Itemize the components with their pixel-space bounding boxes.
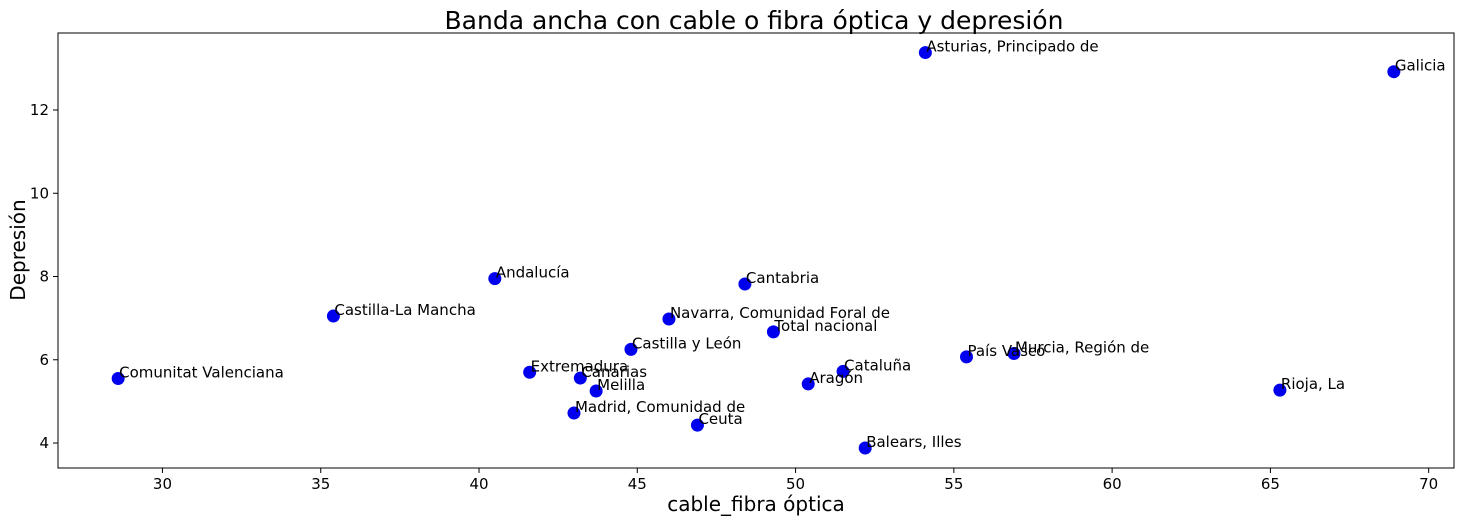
point-label: Rioja, La [1281, 375, 1345, 393]
point-label: Canarias [581, 363, 647, 381]
x-tick-label: 45 [628, 475, 647, 493]
data-point [589, 384, 603, 398]
data-point [1007, 347, 1021, 361]
data-point [326, 309, 340, 323]
point-label: Castilla-La Mancha [334, 301, 475, 319]
point-label: Andalucía [496, 264, 570, 282]
data-point [836, 364, 850, 378]
data-point [1273, 383, 1287, 397]
y-axis: 4 6 8 10 12 [30, 101, 58, 452]
point-label: Melilla [597, 376, 645, 394]
point-label: Extremadura [531, 357, 629, 375]
point-label: Navarra, Comunidad Foral de [670, 304, 890, 322]
data-point [573, 371, 587, 385]
point-label: Murcia, Región de [1015, 339, 1149, 357]
y-tick-label: 4 [39, 434, 49, 452]
data-point [662, 312, 676, 326]
data-point [918, 46, 932, 60]
x-tick-label: 40 [469, 475, 488, 493]
y-axis-label: Depresión [6, 199, 30, 300]
data-point [690, 418, 704, 432]
point-label: Balears, Illes [866, 433, 962, 451]
y-tick-label: 10 [30, 184, 49, 202]
point-label: Cantabria [746, 269, 819, 287]
x-tick-label: 50 [786, 475, 805, 493]
data-point [738, 277, 752, 291]
data-point [766, 325, 780, 339]
point-label: País Vasco [968, 342, 1046, 360]
point-label: Aragón [809, 369, 863, 387]
y-tick-label: 12 [30, 101, 49, 119]
point-label: Castilla y León [632, 334, 741, 352]
data-point [1387, 65, 1401, 79]
chart-title: Banda ancha con cable o fibra óptica y d… [445, 6, 1064, 35]
x-axis: 30 35 40 45 50 55 60 65 70 [153, 468, 1438, 493]
plot-area [57, 32, 1455, 469]
y-tick-label: 6 [39, 351, 49, 369]
x-tick-label: 55 [944, 475, 963, 493]
x-axis-label: cable_fibra óptica [667, 492, 845, 516]
point-label: Galicia [1395, 57, 1446, 75]
point-labels: Comunitat Valenciana Castilla-La Mancha An… [119, 38, 1445, 451]
point-label: Total nacional [773, 317, 877, 335]
data-point [858, 441, 872, 455]
data-point [488, 272, 502, 286]
x-tick-label: 30 [153, 475, 172, 493]
point-label: Ceuta [698, 410, 742, 428]
data-point [111, 372, 125, 386]
y-tick-label: 8 [39, 268, 49, 286]
data-point [801, 377, 815, 391]
point-label: Madrid, Comunidad de [575, 398, 745, 416]
data-point [624, 342, 638, 356]
data-point [567, 406, 581, 420]
point-label: Cataluña [844, 356, 911, 374]
x-tick-label: 70 [1419, 475, 1438, 493]
point-label: Comunitat Valenciana [119, 364, 284, 382]
x-tick-label: 60 [1103, 475, 1122, 493]
x-tick-label: 35 [311, 475, 330, 493]
point-label: Asturias, Principado de [926, 38, 1098, 56]
data-points [111, 46, 1401, 455]
data-point [523, 365, 537, 379]
data-point [960, 350, 974, 364]
x-tick-label: 65 [1261, 475, 1280, 493]
